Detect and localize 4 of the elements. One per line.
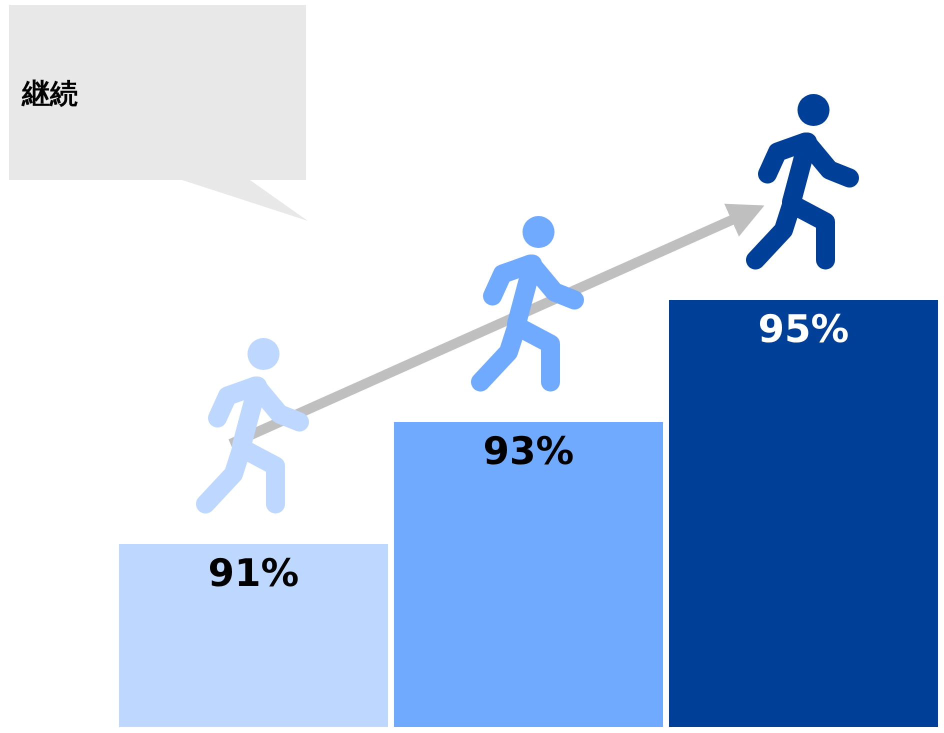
text: 継続 — [21, 77, 78, 110]
data-label: 95% — [758, 307, 849, 351]
data-label: 91% — [208, 551, 299, 595]
data-label: 93% — [483, 429, 574, 473]
